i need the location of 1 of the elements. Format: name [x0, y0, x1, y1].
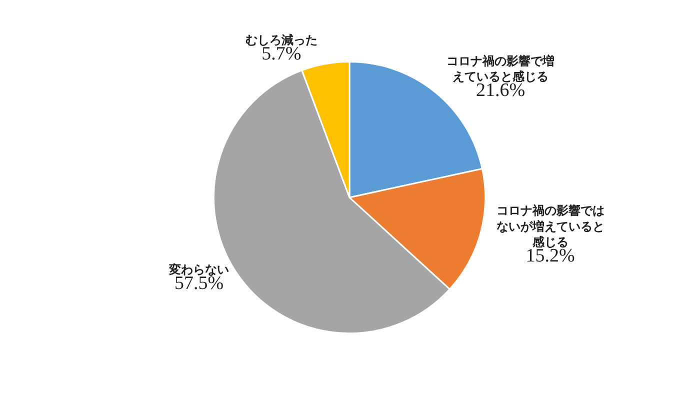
slice-label: コロナ禍の影響で増えていると感じる [446, 54, 555, 84]
